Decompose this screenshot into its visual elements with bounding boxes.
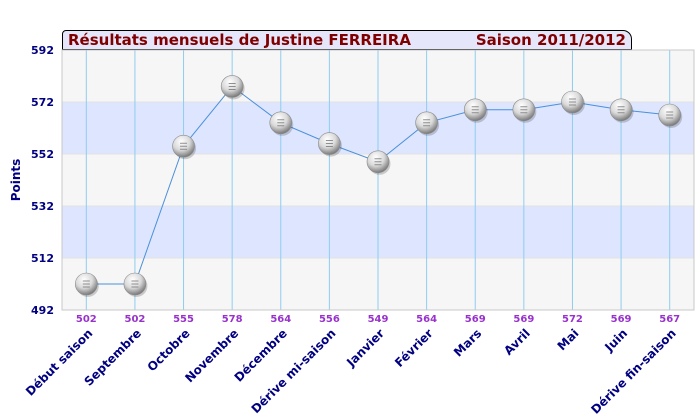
- x-tick-label: Dérive fin-saison: [588, 326, 678, 416]
- data-labels: 502 502 555 578 564 556 549 564 569 569 572 569 567: [76, 314, 680, 325]
- data-point: [172, 134, 197, 160]
- x-tick-label: Mai: [555, 326, 582, 353]
- data-label: 549: [368, 314, 389, 325]
- x-tick-label: Avril: [501, 326, 533, 358]
- x-tick-label: Juin: [601, 326, 630, 355]
- chart-title: Résultats mensuels de Justine FERREIRA: [68, 31, 411, 49]
- data-point: [561, 90, 585, 115]
- data-point: [220, 75, 245, 100]
- y-tick-label: 512: [31, 252, 54, 265]
- y-tick-label: 592: [31, 44, 54, 57]
- data-point: [366, 150, 391, 175]
- data-point: [415, 111, 440, 136]
- data-label: 567: [659, 314, 680, 325]
- data-label: 572: [562, 314, 583, 325]
- data-label: 564: [416, 314, 437, 325]
- data-point: [609, 98, 634, 123]
- data-point: [318, 132, 342, 157]
- data-label: 502: [76, 314, 97, 325]
- data-label: 564: [270, 314, 291, 325]
- data-point: [658, 103, 683, 128]
- data-label: 569: [611, 314, 632, 325]
- data-label: 555: [173, 314, 194, 325]
- x-tick-label: Mars: [451, 326, 484, 359]
- x-tick-label: Dérive mi-saison: [249, 326, 339, 416]
- y-tick-label: 552: [31, 148, 54, 161]
- data-point: [123, 272, 148, 297]
- y-axis-label: Points: [9, 159, 23, 202]
- data-label: 578: [222, 314, 243, 325]
- y-tick-label: 572: [31, 96, 54, 109]
- data-label: 569: [465, 314, 486, 325]
- series-points: [75, 75, 683, 297]
- y-axis-ticks: 492 512 532 552 572 592: [31, 44, 54, 317]
- data-label: 569: [513, 314, 534, 325]
- y-tick-label: 532: [31, 200, 54, 213]
- y-tick-label: 492: [31, 304, 54, 317]
- data-point: [463, 98, 488, 123]
- plot-border: [61, 49, 695, 311]
- data-point: [75, 272, 99, 297]
- data-point: [269, 111, 294, 136]
- x-tick-label: Février: [392, 326, 436, 370]
- data-label: 556: [319, 314, 340, 325]
- chart-subtitle: Saison 2011/2012: [475, 31, 626, 49]
- x-tick-label: Début saison: [23, 326, 95, 398]
- data-point: [512, 98, 537, 123]
- x-tick-label: Octobre: [145, 326, 193, 374]
- x-tick-label: Janvier: [343, 326, 387, 370]
- data-label: 502: [124, 314, 145, 325]
